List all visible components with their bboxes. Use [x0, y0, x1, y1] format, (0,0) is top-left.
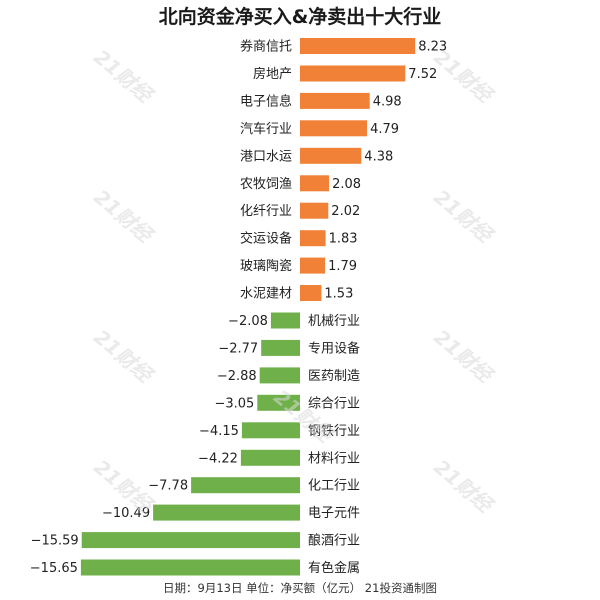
value-label: 2.08 — [332, 177, 361, 192]
chart-footer: 日期：9月13日 单位：净买额（亿元） 21投资通制图 — [163, 581, 437, 595]
bar — [300, 175, 330, 192]
category-label: 有色金属 — [308, 560, 360, 576]
value-label: −2.88 — [217, 369, 257, 384]
bar — [300, 65, 406, 82]
bar — [259, 367, 300, 384]
bar — [80, 559, 301, 576]
bar — [300, 285, 322, 301]
value-label: −15.59 — [31, 534, 79, 549]
value-label: 1.79 — [328, 259, 357, 274]
value-label: −7.78 — [148, 479, 188, 494]
category-label: 酿酒行业 — [308, 533, 360, 549]
category-label: 化纤行业 — [240, 204, 292, 219]
value-label: −2.08 — [228, 314, 268, 329]
value-label: −15.65 — [30, 561, 78, 576]
bar — [81, 532, 300, 549]
value-label: −4.22 — [198, 451, 238, 466]
value-label: 2.02 — [331, 204, 360, 219]
value-label: −4.15 — [199, 424, 239, 439]
bar — [257, 394, 300, 411]
category-label: 材料行业 — [308, 451, 360, 466]
bar — [241, 422, 300, 439]
value-label: 4.79 — [370, 122, 399, 137]
value-label: 8.23 — [418, 40, 447, 55]
bar — [191, 477, 300, 494]
value-label: 7.52 — [408, 67, 437, 82]
bar — [300, 92, 370, 109]
category-label: 汽车行业 — [240, 121, 292, 137]
category-label: 机械行业 — [308, 314, 360, 329]
value-label: −2.77 — [218, 341, 258, 356]
bar — [300, 202, 329, 219]
category-label: 玻璃陶瓷 — [240, 258, 292, 274]
category-label: 化工行业 — [308, 479, 360, 494]
category-label: 房地产 — [253, 66, 292, 82]
bar — [300, 230, 326, 247]
category-label: 综合行业 — [308, 396, 360, 411]
category-label: 交运设备 — [240, 231, 292, 247]
bar — [300, 120, 368, 137]
value-label: 4.98 — [373, 94, 402, 109]
chart-title: 北向资金净买入&净卖出十大行业 — [158, 6, 442, 28]
category-label: 电子元件 — [308, 506, 360, 521]
value-label: −10.49 — [102, 506, 150, 521]
value-label: 1.53 — [324, 287, 353, 302]
category-label: 医药制造 — [308, 369, 360, 384]
value-label: 1.83 — [329, 232, 358, 247]
bar — [270, 312, 300, 329]
value-label: 4.38 — [364, 149, 393, 164]
bar — [300, 38, 416, 54]
bar — [300, 257, 326, 274]
bar — [300, 147, 362, 164]
category-label: 券商信托 — [240, 39, 292, 55]
category-label: 专用设备 — [308, 340, 360, 356]
category-label: 水泥建材 — [240, 287, 292, 302]
value-label: −3.05 — [214, 396, 254, 411]
bar — [153, 504, 300, 521]
category-label: 港口水运 — [240, 149, 292, 164]
category-label: 电子信息 — [240, 93, 292, 109]
category-label: 农牧饲渔 — [240, 177, 292, 192]
category-label: 钢铁行业 — [308, 424, 360, 439]
bar — [240, 449, 300, 466]
bar — [261, 339, 300, 356]
